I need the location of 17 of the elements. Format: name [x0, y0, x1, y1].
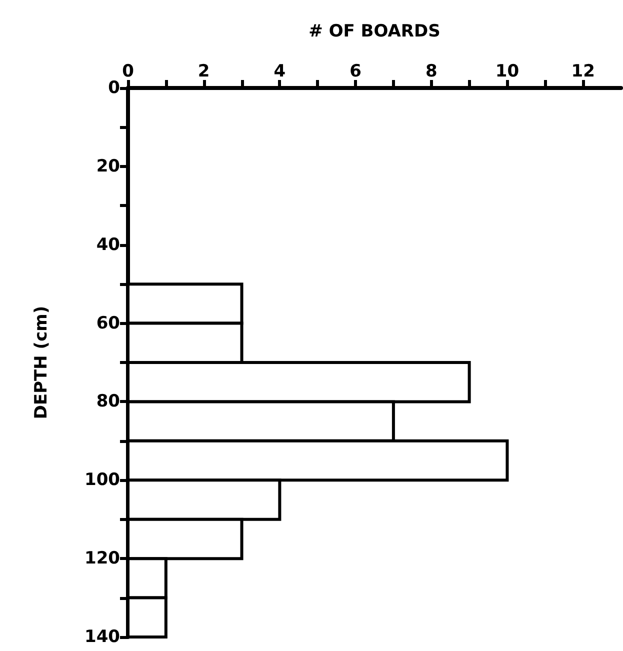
x-tick-label: 4	[274, 62, 286, 82]
x-tick-label: 0	[122, 62, 134, 82]
x-tick-label: 2	[198, 62, 210, 82]
y-tick-label: 60	[96, 313, 120, 334]
x-tick-label: 12	[571, 62, 595, 82]
x-tick-label: 6	[350, 62, 362, 82]
y-tick-label: 140	[84, 627, 120, 647]
y-tick-label: 40	[96, 234, 120, 255]
x-tick-label: 8	[425, 62, 438, 82]
y-tick-label: 20	[96, 156, 120, 176]
x-tick-label: 10	[495, 62, 520, 82]
y-tick-label: 0	[108, 78, 120, 98]
y-tick-label: 100	[84, 470, 120, 490]
y-tick-label: 120	[84, 548, 120, 569]
y-axis-title: DEPTH (cm)	[32, 306, 52, 420]
y-tick-label: 80	[96, 392, 120, 412]
x-axis-title: # OF BOARDS	[308, 22, 440, 42]
